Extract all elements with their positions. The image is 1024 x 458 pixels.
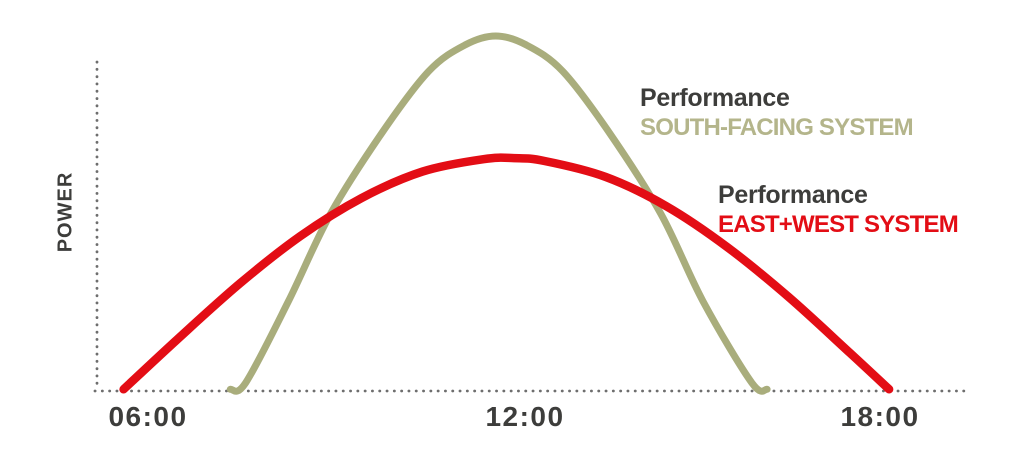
x-tick-0600: 06:00	[108, 401, 188, 432]
east-west-curve	[119, 153, 894, 394]
legend-east-west: Performance EAST+WEST SYSTEM	[718, 181, 959, 239]
legend-south-facing: Performance SOUTH-FACING SYSTEM	[640, 84, 914, 142]
legend-south-system-label: SOUTH-FACING SYSTEM	[640, 114, 914, 141]
legend-east-west-performance-label: Performance	[718, 181, 868, 209]
legend-south-performance-label: Performance	[640, 84, 790, 112]
y-axis-label: POWER	[54, 171, 77, 253]
south-facing-curve	[226, 32, 771, 395]
legend-east-west-system-label: EAST+WEST SYSTEM	[718, 211, 959, 238]
x-tick-1800: 18:00	[840, 401, 920, 432]
x-tick-1200: 12:00	[485, 401, 565, 432]
